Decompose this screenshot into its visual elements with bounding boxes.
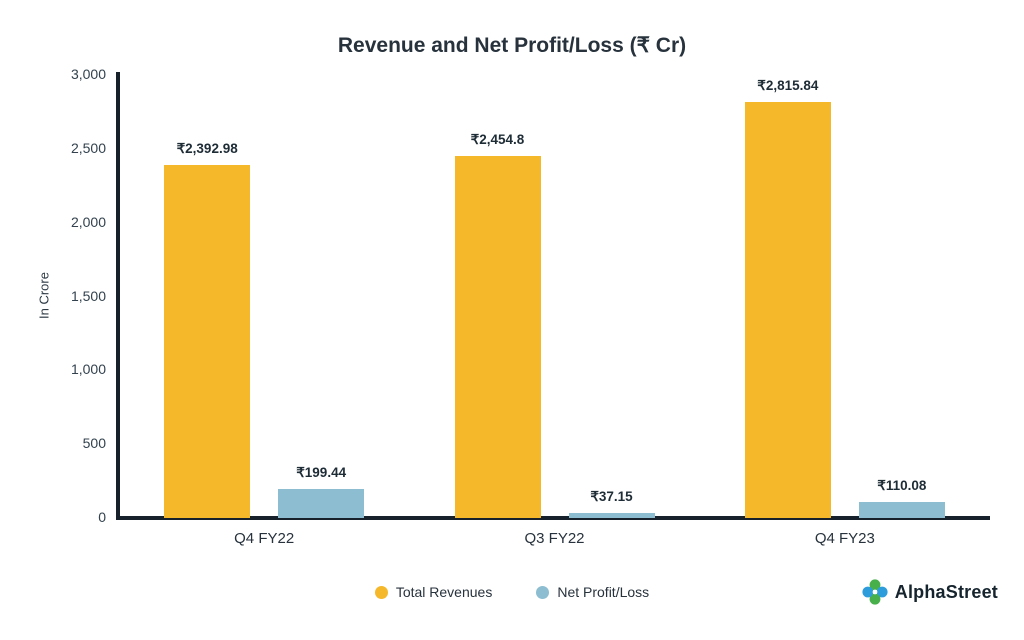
bar-value-label: ₹199.44 [296, 464, 347, 480]
y-tick-label: 500 [82, 435, 106, 452]
legend-item-net-profit-loss: Net Profit/Loss [536, 584, 649, 600]
alphastreet-flower-icon [862, 579, 888, 605]
bar-total-revenues [164, 164, 251, 518]
bar-value-label: ₹110.08 [877, 477, 927, 493]
x-axis-category-labels: Q4 FY22 Q3 FY22 Q4 FY23 [119, 530, 990, 552]
x-axis-category-label: Q3 FY22 [524, 530, 585, 547]
chart-legend: Total Revenues Net Profit/Loss [0, 584, 1024, 600]
x-axis-line [116, 516, 990, 520]
y-tick-label: 2,000 [70, 213, 106, 230]
legend-dot [536, 585, 550, 599]
y-tick-label: 1,000 [70, 361, 106, 378]
alphastreet-logo: AlphaStreet [862, 579, 998, 605]
bar-value-label: ₹2,392.98 [176, 140, 238, 156]
alphastreet-logo-text: AlphaStreet [894, 581, 998, 602]
bar-value-label: ₹2,815.84 [757, 78, 819, 94]
bar-net-profit-loss [568, 512, 655, 518]
legend-dot [374, 585, 388, 599]
legend-label: Net Profit/Loss [557, 584, 650, 600]
x-axis-category-label: Q4 FY23 [814, 530, 875, 547]
chart-title: Revenue and Net Profit/Loss (₹ Cr) [337, 34, 687, 57]
bar-net-profit-loss [278, 488, 365, 518]
y-axis-tick-labels: 0 500 1,000 1,500 2,000 2,500 3,000 [30, 66, 106, 525]
bar-total-revenues [454, 155, 541, 518]
y-tick-label: 3,000 [70, 66, 106, 82]
y-tick-label: 0 [98, 509, 106, 525]
bar-value-label: ₹2,454.8 [470, 131, 525, 147]
y-tick-label: 1,500 [70, 287, 106, 304]
x-axis-category-label: Q4 FY22 [234, 530, 295, 547]
y-tick-label: 2,500 [70, 139, 106, 156]
bar-net-profit-loss [858, 501, 945, 518]
y-axis-line [116, 72, 120, 520]
bar-total-revenues [744, 102, 831, 518]
bar-value-label: ₹37.15 [590, 488, 633, 504]
legend-label: Total Revenues [395, 584, 493, 600]
plot-area: ₹2,392.98 ₹199.44 ₹2,454.8 ₹37.15 ₹2,815.84 ₹… [119, 75, 990, 518]
legend-item-total-revenues: Total Revenues [374, 584, 493, 600]
